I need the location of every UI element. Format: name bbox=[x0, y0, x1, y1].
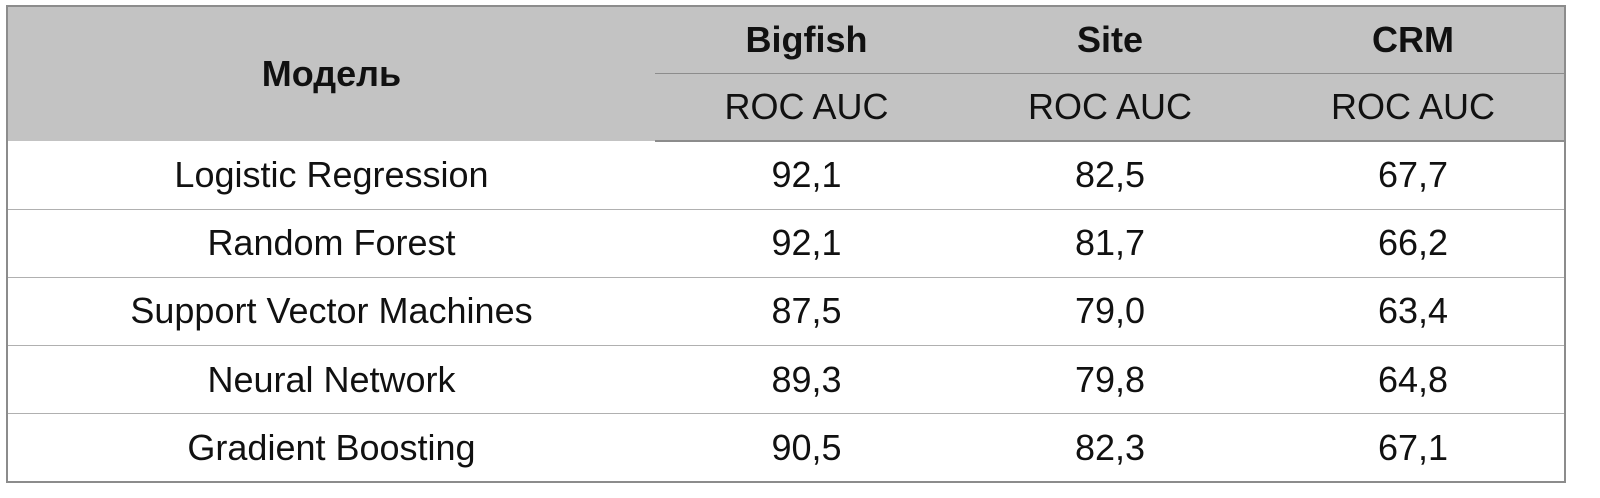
score-cell: 63,4 bbox=[1262, 276, 1565, 346]
table-row: Support Vector Machines 87,5 79,0 63,4 bbox=[7, 276, 1565, 346]
score-cell: 66,2 bbox=[1262, 208, 1565, 278]
score-cell: 92,1 bbox=[655, 208, 958, 278]
table-row: Neural Network 89,3 79,8 64,8 bbox=[7, 345, 1565, 414]
table-header: Модель Bigfish Site CRM ROC AUC ROC AUC ROC … bbox=[7, 6, 1565, 142]
table-row: Logistic Regression 92,1 82,5 67,7 bbox=[7, 141, 1565, 209]
table-row: Random Forest 92,1 81,7 66,2 bbox=[7, 208, 1565, 278]
model-header: Модель bbox=[7, 6, 655, 141]
score-cell: 79,0 bbox=[958, 276, 1262, 346]
score-cell: 82,5 bbox=[1074, 154, 1146, 196]
score-cell: 90,5 bbox=[655, 413, 958, 482]
model-name: Logistic Regression bbox=[174, 153, 489, 195]
header-row: Модель Bigfish Site CRM bbox=[7, 6, 1565, 141]
model-name: Support Vector Machines bbox=[7, 276, 655, 346]
score-cell: 82,3 bbox=[958, 413, 1262, 482]
score-cell: 87,5 bbox=[655, 276, 958, 346]
model-name: Gradient Boosting bbox=[7, 413, 655, 482]
header-row: ROC AUC ROC AUC ROC AUC bbox=[7, 73, 1565, 142]
column-header: Site bbox=[958, 6, 1262, 74]
model-name: Neural Network bbox=[7, 345, 655, 414]
score-cell: 79,8 bbox=[958, 345, 1262, 414]
score-cell: 89,3 bbox=[655, 345, 958, 414]
results-table: Модель Bigfish Site CRM ROC AUC ROC AUC ROC … bbox=[6, 5, 1566, 483]
table-body: Logistic Regression 92,1 82,5 67,7 Random Fo… bbox=[7, 141, 1565, 482]
model-name: Random Forest bbox=[7, 208, 655, 278]
column-header: CRM bbox=[1262, 6, 1565, 74]
table-row: Gradient Boosting 90,5 82,3 67,1 bbox=[7, 413, 1565, 482]
metric-header: ROC AUC bbox=[1262, 73, 1565, 142]
score-cell: 64,8 bbox=[1262, 345, 1565, 414]
metric-header: ROC AUC bbox=[958, 73, 1262, 142]
column-header: Bigfish bbox=[655, 6, 958, 74]
score-cell: 81,7 bbox=[958, 208, 1262, 278]
metric-header: ROC AUC bbox=[655, 73, 958, 142]
score-cell: 67,1 bbox=[1262, 413, 1565, 482]
score-cell: 67,7 bbox=[1377, 154, 1449, 196]
score-cell: 92,1 bbox=[771, 154, 842, 196]
